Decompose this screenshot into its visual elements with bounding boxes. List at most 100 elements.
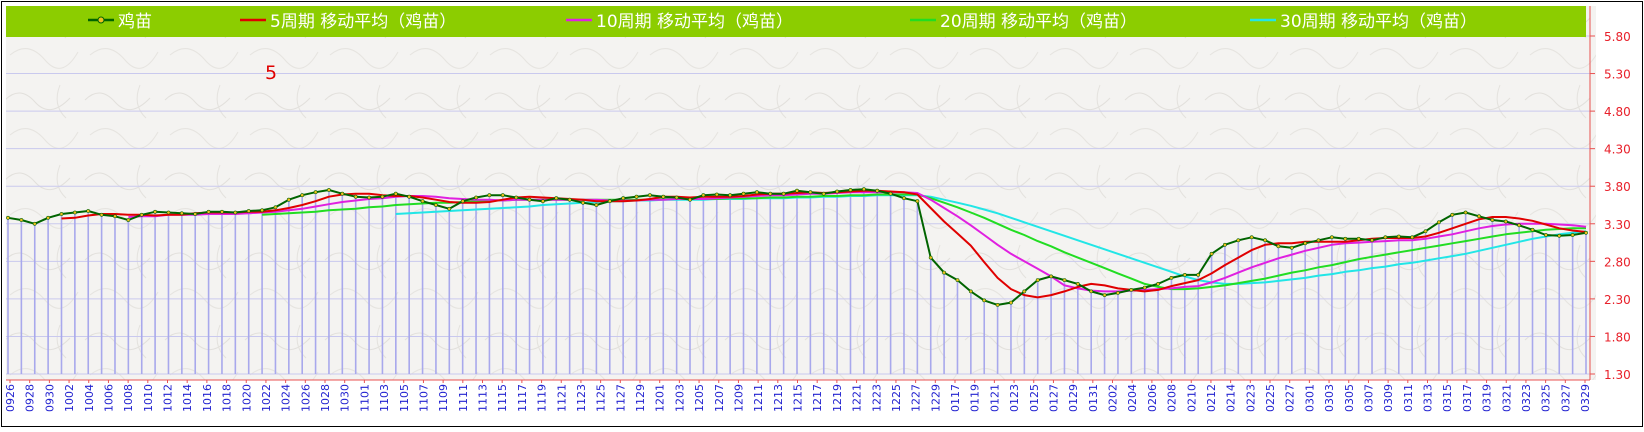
x-tick-label: 1125 <box>595 384 608 412</box>
x-tick-label: 1213 <box>772 384 785 412</box>
data-point <box>1343 236 1348 241</box>
x-tick-label: 0210 <box>1185 384 1198 412</box>
data-point <box>220 209 224 214</box>
data-point <box>1383 235 1388 240</box>
data-point <box>1490 218 1495 222</box>
data-point <box>1544 233 1548 237</box>
data-point <box>821 191 826 196</box>
data-point <box>1062 278 1067 283</box>
x-tick-label: 0928 <box>24 384 37 412</box>
data-point <box>139 212 144 217</box>
data-point <box>1182 272 1187 277</box>
x-tick-label: 0123 <box>1008 384 1021 412</box>
x-tick-label: 1109 <box>437 384 450 412</box>
series-line-2 <box>128 191 1587 293</box>
data-point <box>1423 229 1428 234</box>
x-tick-label: 0119 <box>969 384 982 412</box>
x-tick-label: 1227 <box>910 384 923 412</box>
legend: 鸡苗 5周期 移动平均（鸡苗） 10周期 移动平均（鸡苗） 20周期 移动平均（鸡苗）… <box>6 6 1586 37</box>
x-tick-label: 1121 <box>555 384 568 412</box>
data-point <box>286 197 291 202</box>
data-point <box>1035 278 1040 283</box>
x-axis: 0926 0928 0930 1002 1004 1006 1008 1010 1012 1014… <box>4 379 1592 412</box>
x-tick-label: 1006 <box>102 384 115 412</box>
data-point <box>1276 244 1281 249</box>
data-point <box>1303 241 1308 246</box>
data-point <box>995 302 1000 307</box>
series-line-4 <box>395 194 1587 285</box>
data-point <box>1584 230 1588 235</box>
data-point <box>59 212 64 216</box>
data-point <box>1356 236 1361 241</box>
x-tick-label: 0321 <box>1500 384 1513 412</box>
data-point <box>928 255 933 260</box>
legend-label-1: 5周期 移动平均（鸡苗） <box>270 12 456 32</box>
x-tick-label: 1113 <box>477 384 490 412</box>
data-point <box>1236 238 1241 243</box>
x-tick-label: 0223 <box>1244 384 1257 412</box>
data-point <box>193 212 198 216</box>
data-point <box>527 197 532 202</box>
data-point <box>888 191 893 196</box>
data-point <box>567 197 572 202</box>
x-tick-label: 1117 <box>516 384 529 412</box>
x-tick-label: 1010 <box>142 384 155 412</box>
x-tick-label: 0206 <box>1146 384 1159 412</box>
x-tick-label: 1115 <box>496 384 509 412</box>
data-point <box>1022 289 1027 294</box>
data-point <box>848 188 853 192</box>
data-point <box>1289 245 1294 250</box>
y-tick-label: 3.30 <box>1604 218 1631 232</box>
data-point <box>233 210 238 215</box>
x-tick-label: 0329 <box>1579 384 1592 412</box>
data-point <box>581 200 585 205</box>
data-point <box>942 270 947 275</box>
grid <box>6 35 1590 375</box>
data-point <box>902 196 906 201</box>
data-point <box>1249 235 1254 240</box>
x-tick-label: 1022 <box>260 384 273 412</box>
x-tick-label: 0317 <box>1461 384 1474 412</box>
data-point <box>1330 235 1334 240</box>
x-tick-label: 0303 <box>1323 384 1336 412</box>
x-tick-label: 0117 <box>949 384 962 412</box>
x-tick-label: 0214 <box>1225 384 1238 412</box>
x-tick-label: 1105 <box>398 384 411 412</box>
x-tick-label: 0305 <box>1343 384 1356 412</box>
x-tick-label: 0309 <box>1382 384 1395 412</box>
x-tick-label: 1024 <box>280 384 293 412</box>
data-point <box>1223 242 1227 247</box>
x-tick-label: 1223 <box>870 384 883 412</box>
data-point <box>1477 214 1481 219</box>
x-tick-label: 0204 <box>1126 384 1139 412</box>
data-point <box>113 214 117 219</box>
x-tick-label: 0323 <box>1520 384 1533 412</box>
data-point <box>1156 281 1161 286</box>
data-point <box>73 210 77 215</box>
data-point <box>594 203 599 207</box>
data-point <box>380 194 385 199</box>
y-tick-label: 4.80 <box>1604 105 1631 119</box>
data-point <box>1049 274 1054 279</box>
x-tick-label: 0121 <box>988 384 1001 412</box>
x-tick-label: 0315 <box>1441 384 1454 412</box>
data-point <box>728 193 733 198</box>
data-point <box>300 193 305 198</box>
data-point <box>6 215 10 220</box>
x-tick-label: 0325 <box>1540 384 1553 412</box>
x-tick-label: 1229 <box>929 384 942 412</box>
data-point <box>755 190 759 195</box>
chart-annotation: 5 <box>265 62 277 84</box>
data-point <box>607 199 612 204</box>
x-tick-label: 1221 <box>851 384 864 412</box>
x-tick-label: 1127 <box>614 384 627 412</box>
data-point <box>99 212 104 217</box>
legend-label-3: 20周期 移动平均（鸡苗） <box>940 12 1137 32</box>
y-tick-label: 3.80 <box>1604 180 1631 194</box>
data-point <box>126 218 131 222</box>
x-tick-label: 1209 <box>732 384 745 412</box>
data-point <box>19 218 24 222</box>
x-tick-label: 0227 <box>1284 384 1297 412</box>
